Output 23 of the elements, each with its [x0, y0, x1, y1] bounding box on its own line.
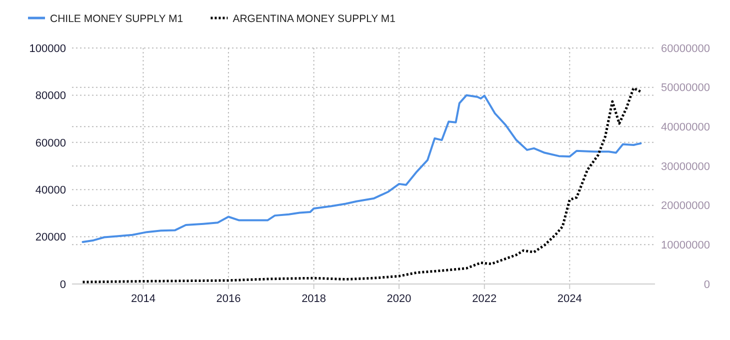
x-tick-label: 2024 [557, 293, 582, 305]
y2-tick-label: 10000000 [661, 240, 710, 252]
y2-tick-label: 20000000 [661, 200, 710, 212]
legend-label: CHILE MONEY SUPPLY M1 [50, 13, 184, 25]
y-tick-label: 20000 [35, 232, 66, 244]
y-tick-label: 80000 [35, 90, 66, 102]
line-series [81, 86, 642, 284]
x-tick-label: 2018 [302, 293, 326, 305]
x-tick-label: 2020 [386, 293, 412, 305]
y-tick-label: 100000 [29, 42, 66, 55]
x-tick-label: 2016 [216, 293, 241, 305]
y2-tick-label: 40000000 [661, 122, 710, 134]
x-tick-label: 2022 [472, 293, 497, 305]
y-tick-label: 0 [60, 278, 66, 291]
x-tick-label: 2014 [130, 293, 156, 305]
y2-tick-label: 0 [704, 278, 710, 291]
legend-label: ARGENTINA MONEY SUPPLY M1 [232, 13, 396, 25]
y-tick-label: 40000 [35, 184, 66, 196]
y2-tick-label: 30000000 [661, 160, 710, 173]
y-tick-label: 60000 [35, 137, 66, 150]
line-series [82, 94, 642, 243]
y2-tick-label: 50000000 [661, 82, 710, 94]
y2-tick-label: 60000000 [661, 42, 710, 55]
